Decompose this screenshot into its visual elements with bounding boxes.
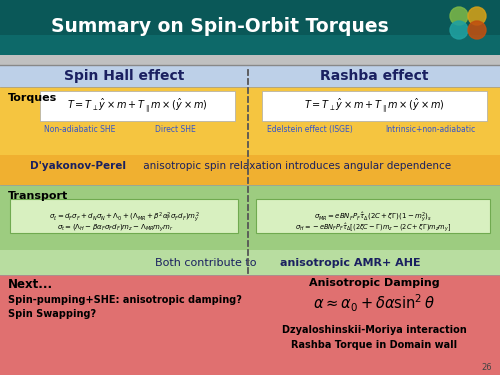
Text: $\sigma_H = -eBN_FP_F\hat{\tau}_\Delta[(2\xi C-\Gamma)m_z-(2C+\xi\Gamma)m_z m_y]: $\sigma_H = -eBN_FP_F\hat{\tau}_\Delta[(…: [295, 222, 451, 234]
FancyBboxPatch shape: [0, 155, 500, 185]
Text: Edelstein effect (ISGE): Edelstein effect (ISGE): [267, 125, 353, 134]
Text: $\sigma_\ell = d_F\sigma_F + d_N\sigma_N + \Lambda_0 + (\Lambda_{MR} + \beta^2\a: $\sigma_\ell = d_F\sigma_F + d_N\sigma_N…: [48, 211, 200, 225]
FancyBboxPatch shape: [40, 91, 235, 121]
FancyBboxPatch shape: [0, 275, 500, 375]
Text: anisotropic spin relaxation introduces angular dependence: anisotropic spin relaxation introduces a…: [140, 161, 451, 171]
FancyBboxPatch shape: [0, 87, 500, 185]
FancyBboxPatch shape: [0, 250, 500, 275]
FancyBboxPatch shape: [256, 199, 490, 233]
Text: Rashba Torque in Domain wall: Rashba Torque in Domain wall: [291, 340, 457, 350]
Circle shape: [450, 21, 468, 39]
Text: Torques: Torques: [8, 93, 57, 103]
FancyBboxPatch shape: [10, 199, 238, 233]
FancyBboxPatch shape: [0, 65, 500, 87]
Text: $T = T_\perp\hat{y}\times m + T_\parallel m\times(\hat{y}\times m)$: $T = T_\perp\hat{y}\times m + T_\paralle…: [304, 97, 444, 115]
FancyBboxPatch shape: [0, 0, 500, 35]
Text: Non-adiabatic SHE: Non-adiabatic SHE: [44, 125, 116, 134]
Circle shape: [468, 21, 486, 39]
Text: anisotropic AMR+ AHE: anisotropic AMR+ AHE: [280, 258, 420, 268]
Circle shape: [450, 7, 468, 25]
Text: Spin Swapping?: Spin Swapping?: [8, 309, 96, 319]
FancyBboxPatch shape: [0, 185, 500, 275]
Text: $\sigma_{MR} = eBN_FP_F\hat{\tau}_\Delta(2C+\xi\Gamma)(1-m_y^2)_s$: $\sigma_{MR} = eBN_FP_F\hat{\tau}_\Delta…: [314, 211, 432, 225]
Text: Rashba effect: Rashba effect: [320, 69, 428, 83]
Text: 26: 26: [482, 363, 492, 372]
Text: Anisotropic Damping: Anisotropic Damping: [308, 278, 440, 288]
Text: $\alpha \approx \alpha_0 + \delta\alpha\sin^2\theta$: $\alpha \approx \alpha_0 + \delta\alpha\…: [313, 292, 435, 314]
Text: Spin-pumping+SHE: anisotropic damping?: Spin-pumping+SHE: anisotropic damping?: [8, 295, 242, 305]
Text: Next...: Next...: [8, 278, 53, 291]
FancyBboxPatch shape: [0, 55, 500, 65]
FancyBboxPatch shape: [0, 0, 500, 55]
Text: Summary on Spin-Orbit Torques: Summary on Spin-Orbit Torques: [51, 18, 389, 36]
Circle shape: [468, 7, 486, 25]
Text: Intrinsic+non-adiabatic: Intrinsic+non-adiabatic: [385, 125, 475, 134]
FancyBboxPatch shape: [262, 91, 487, 121]
Text: $T = T_\perp\hat{y}\times m + T_\parallel m\times(\hat{y}\times m)$: $T = T_\perp\hat{y}\times m + T_\paralle…: [66, 97, 208, 115]
Text: Direct SHE: Direct SHE: [154, 125, 196, 134]
Text: D'yakonov-Perel: D'yakonov-Perel: [30, 161, 126, 171]
Text: Both contribute to: Both contribute to: [155, 258, 260, 268]
Text: Spin Hall effect: Spin Hall effect: [64, 69, 184, 83]
Text: Dzyaloshinskii-Moriya interaction: Dzyaloshinskii-Moriya interaction: [282, 325, 467, 335]
Text: Transport: Transport: [8, 191, 68, 201]
Text: $\sigma_t = (\Lambda_H - \beta\alpha_F\sigma_F d_F)m_z - \Lambda_{MR}m_y m_r$: $\sigma_t = (\Lambda_H - \beta\alpha_F\s…: [56, 222, 174, 234]
